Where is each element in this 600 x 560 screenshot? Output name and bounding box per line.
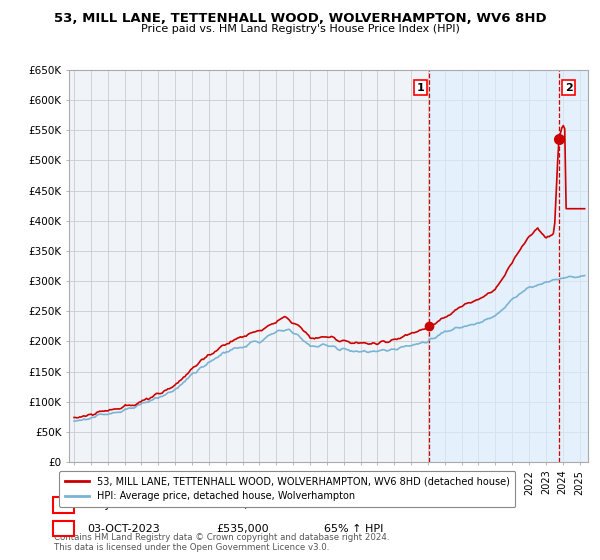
Text: 1: 1 bbox=[416, 83, 424, 92]
Text: Contains HM Land Registry data © Crown copyright and database right 2024.
This d: Contains HM Land Registry data © Crown c… bbox=[54, 533, 389, 552]
Text: 21-JAN-2016: 21-JAN-2016 bbox=[87, 500, 157, 510]
Text: £225,000: £225,000 bbox=[216, 500, 269, 510]
Text: £535,000: £535,000 bbox=[216, 524, 269, 534]
Text: 2: 2 bbox=[60, 524, 67, 534]
Text: 1: 1 bbox=[60, 500, 67, 510]
Legend: 53, MILL LANE, TETTENHALL WOOD, WOLVERHAMPTON, WV6 8HD (detached house), HPI: Av: 53, MILL LANE, TETTENHALL WOOD, WOLVERHA… bbox=[59, 471, 515, 507]
Text: Price paid vs. HM Land Registry's House Price Index (HPI): Price paid vs. HM Land Registry's House … bbox=[140, 24, 460, 34]
Text: 03-OCT-2023: 03-OCT-2023 bbox=[87, 524, 160, 534]
Text: 2: 2 bbox=[565, 83, 572, 92]
Bar bbox=[429, 70, 588, 462]
Text: 12% ↑ HPI: 12% ↑ HPI bbox=[324, 500, 383, 510]
Text: 65% ↑ HPI: 65% ↑ HPI bbox=[324, 524, 383, 534]
Text: 53, MILL LANE, TETTENHALL WOOD, WOLVERHAMPTON, WV6 8HD: 53, MILL LANE, TETTENHALL WOOD, WOLVERHA… bbox=[53, 12, 547, 25]
